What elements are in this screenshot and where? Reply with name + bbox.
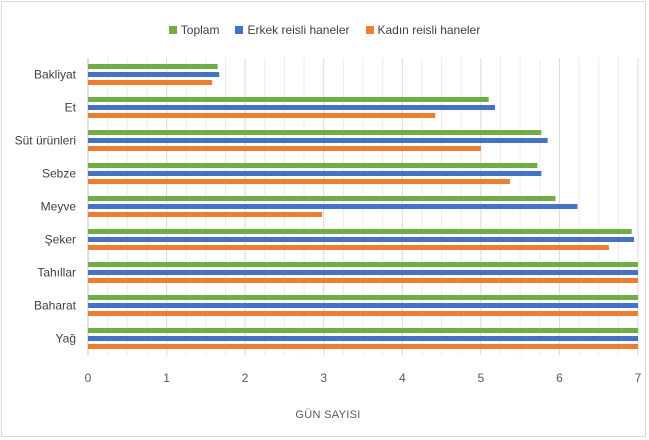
bar-kadin [88, 80, 213, 85]
bar-kadin [88, 245, 609, 250]
category-label: Et [65, 101, 77, 115]
legend-label-toplam: Toplam [180, 23, 220, 37]
category-label: Baharat [34, 299, 77, 313]
bar-kadin [88, 179, 510, 184]
legend-swatch-kadin [365, 26, 374, 34]
bar-toplam [88, 97, 489, 102]
bar-toplam [88, 328, 638, 333]
legend-item-erkek: Erkek reisli haneler [235, 22, 350, 38]
x-tick-label: 1 [163, 371, 170, 385]
category-labels: Bakliyat Et Süt ürünleri Sebze Meyve Şeker Tah… [15, 68, 77, 346]
bar-erkek [88, 237, 635, 242]
x-tick-label: 2 [242, 371, 249, 385]
bar-erkek [88, 72, 220, 77]
legend-swatch-toplam [168, 26, 177, 34]
bar-erkek [88, 171, 542, 176]
bar-kadin [88, 311, 638, 316]
bar-toplam [88, 163, 538, 168]
bar-erkek [88, 204, 578, 209]
x-axis-title: GÜN SAYISI [295, 409, 360, 421]
legend-item-toplam: Toplam [168, 22, 220, 38]
bar-kadin [88, 212, 323, 217]
bar-kadin [88, 113, 436, 118]
x-tick-label: 0 [85, 371, 92, 385]
legend-label-kadin: Kadın reisli haneler [377, 23, 481, 37]
x-tick-label: 6 [556, 371, 563, 385]
x-tick-label: 4 [399, 371, 406, 385]
x-tick-label: 7 [635, 371, 642, 385]
bar-toplam [88, 196, 556, 201]
x-tick-label: 5 [478, 371, 485, 385]
tick-labels: 0 1 2 3 4 5 6 7 [85, 371, 642, 385]
bar-kadin [88, 344, 638, 349]
bar-erkek [88, 336, 638, 341]
bar-kadin [88, 146, 481, 151]
category-label: Bakliyat [34, 68, 77, 82]
bar-kadin [88, 278, 638, 283]
category-label: Yağ [56, 332, 76, 346]
bar-erkek [88, 105, 495, 110]
category-label: Tahıllar [37, 266, 76, 280]
category-label: Şeker [45, 233, 76, 247]
legend: Toplam Erkek reisli haneler Kadın reisli… [0, 22, 649, 38]
bar-toplam [88, 64, 218, 69]
bar-erkek [88, 303, 638, 308]
legend-item-kadin: Kadın reisli haneler [365, 22, 481, 38]
bar-toplam [88, 262, 638, 267]
bar-erkek [88, 270, 638, 275]
bar-toplam [88, 295, 638, 300]
category-label: Süt ürünleri [15, 134, 76, 148]
x-tick-label: 3 [320, 371, 327, 385]
category-label: Meyve [41, 200, 77, 214]
category-label: Sebze [42, 167, 76, 181]
bar-erkek [88, 138, 548, 143]
bars [88, 64, 638, 349]
legend-label-erkek: Erkek reisli haneler [247, 23, 350, 37]
bar-toplam [88, 130, 542, 135]
legend-swatch-erkek [235, 26, 244, 34]
bar-toplam [88, 229, 632, 234]
